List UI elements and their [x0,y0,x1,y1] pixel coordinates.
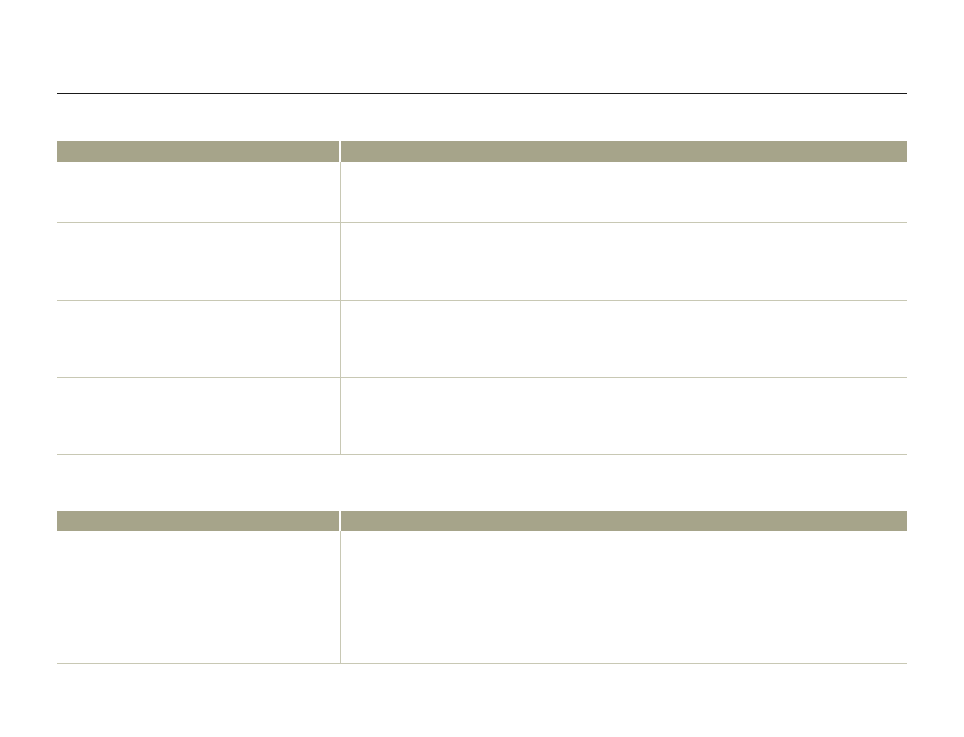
column-divider [340,531,341,663]
table-row [57,531,907,664]
top-rule [57,93,907,94]
table-row [57,223,907,301]
table-row [57,378,907,455]
table-row [57,301,907,378]
table-row [57,162,907,223]
header-cell-1 [57,511,339,531]
table-1 [57,141,907,455]
table-2 [57,511,907,664]
header-cell-2 [341,511,907,531]
column-divider [340,162,341,455]
header-cell-2 [341,141,907,162]
table-header [57,141,907,162]
table-header [57,511,907,531]
header-cell-1 [57,141,339,162]
